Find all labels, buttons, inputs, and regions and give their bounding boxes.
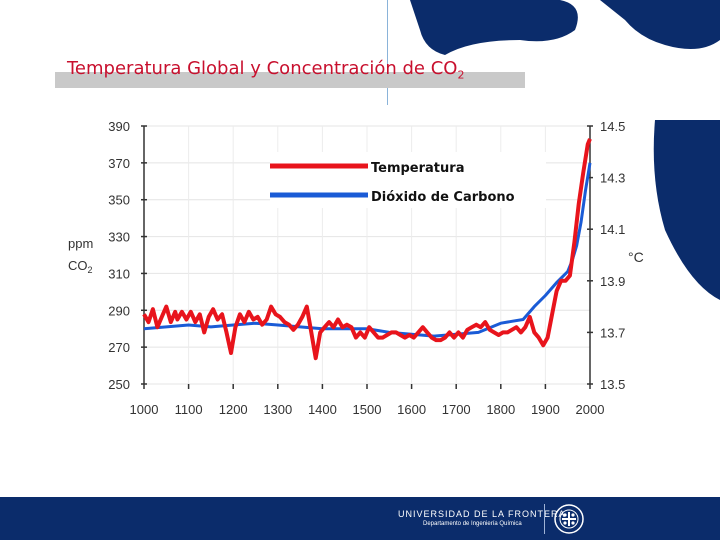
left-tick-label: 310 bbox=[108, 266, 130, 281]
left-tick-label: 370 bbox=[108, 156, 130, 171]
left-tick-label: 250 bbox=[108, 377, 130, 392]
left-tick-label: 330 bbox=[108, 230, 130, 245]
right-tick-label: 14.1 bbox=[600, 222, 625, 237]
right-tick-label: 13.9 bbox=[600, 274, 625, 289]
x-axis: 1000 1100 1200 1300 1400 1500 1600 1700 1800 1900… bbox=[130, 384, 605, 417]
footer-university-name: UNIVERSIDAD DE LA FRONTERA bbox=[398, 509, 566, 519]
right-tick-label: 13.7 bbox=[600, 325, 625, 340]
temperature-series-line bbox=[142, 138, 592, 361]
x-tick-label: 1600 bbox=[397, 402, 426, 417]
x-tick-label: 1500 bbox=[353, 402, 382, 417]
university-seal-icon bbox=[554, 504, 584, 534]
right-tick-label: 14.5 bbox=[600, 119, 625, 134]
right-tick-label: 13.5 bbox=[600, 377, 625, 392]
legend-co2-label: Dióxido de Carbono bbox=[371, 190, 515, 205]
right-tick-label: 14.3 bbox=[600, 171, 625, 186]
legend-temperature-label: Temperatura bbox=[371, 161, 464, 176]
right-axis: 14.5 14.3 14.1 13.9 13.7 13.5 bbox=[587, 119, 625, 392]
x-tick-label: 1700 bbox=[442, 402, 471, 417]
left-tick-label: 390 bbox=[108, 119, 130, 134]
x-tick-label: 1100 bbox=[175, 402, 203, 417]
footer-department-name: Departamento de Ingeniería Química bbox=[423, 521, 522, 527]
footer-separator bbox=[544, 504, 545, 534]
x-tick-label: 1200 bbox=[219, 402, 248, 417]
footer-bar bbox=[0, 497, 720, 540]
x-tick-label: 1900 bbox=[531, 402, 560, 417]
header-divider-line bbox=[387, 0, 388, 105]
legend-box bbox=[270, 152, 546, 208]
left-tick-label: 270 bbox=[108, 340, 130, 355]
legend: Temperatura Dióxido de Carbono bbox=[270, 152, 546, 208]
x-tick-label: 1800 bbox=[486, 402, 515, 417]
slide-title: Temperatura Global y Concentración de CO… bbox=[67, 58, 465, 82]
x-tick-label: 1400 bbox=[308, 402, 337, 417]
title-underline-bar bbox=[55, 72, 525, 88]
left-axis-unit-label: ppm bbox=[68, 236, 93, 251]
temperature-co2-chart: 390 370 350 330 310 290 270 250 14.5 14.3 14.1 13.… bbox=[68, 119, 644, 417]
x-tick-label: 1300 bbox=[263, 402, 292, 417]
x-tick-label: 2000 bbox=[576, 402, 605, 417]
right-axis-unit-label: °C bbox=[628, 249, 644, 265]
x-tick-label: 1000 bbox=[130, 402, 159, 417]
left-axis: 390 370 350 330 310 290 270 250 bbox=[108, 119, 147, 392]
left-axis-gas-label: CO2 bbox=[68, 258, 93, 275]
left-tick-label: 290 bbox=[108, 303, 130, 318]
left-tick-label: 350 bbox=[108, 193, 130, 208]
